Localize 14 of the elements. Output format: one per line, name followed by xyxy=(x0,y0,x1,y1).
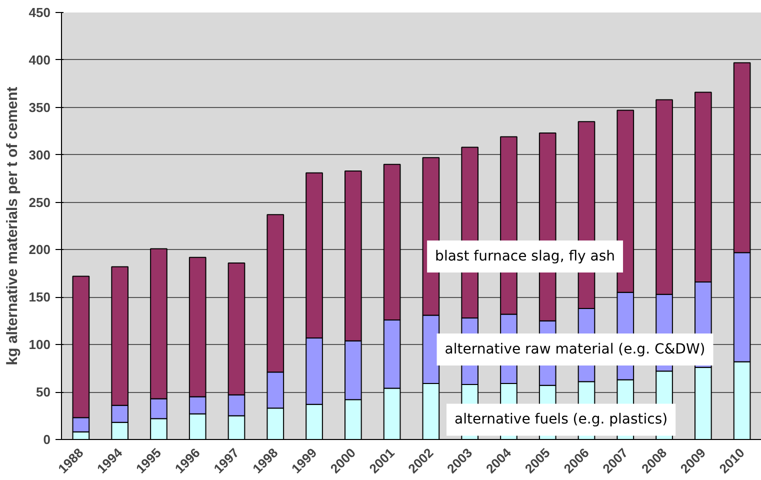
y-tick-label: 300 xyxy=(28,147,51,162)
series-label: alternative raw material (e.g. C&DW) xyxy=(444,341,706,358)
y-tick-label: 100 xyxy=(28,337,51,352)
series-label: alternative fuels (e.g. plastics) xyxy=(454,412,668,428)
y-axis-title: kg alternative materials per t of cement xyxy=(4,86,21,366)
y-tick-label: 350 xyxy=(28,100,51,115)
y-tick-label: 50 xyxy=(36,384,51,400)
y-tick-label: 150 xyxy=(28,290,51,305)
y-tick-label: 400 xyxy=(28,52,51,68)
y-tick-label: 0 xyxy=(43,432,51,447)
y-tick-label: 250 xyxy=(28,194,51,210)
y-tick-label: 450 xyxy=(28,5,51,20)
series-label: blast furnace slag, fly ash xyxy=(435,248,616,264)
y-tick-label: 200 xyxy=(28,242,51,258)
